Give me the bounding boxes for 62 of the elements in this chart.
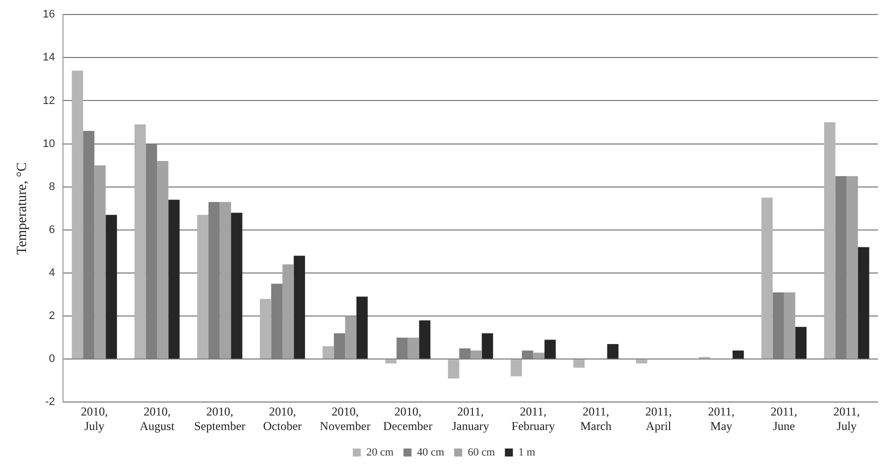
x-tick-label: 2011, January bbox=[452, 404, 490, 433]
bar bbox=[732, 350, 744, 359]
y-tick-label: 6 bbox=[48, 224, 56, 236]
y-tick-label: 4 bbox=[48, 267, 56, 280]
bar bbox=[846, 176, 858, 359]
bar bbox=[636, 360, 648, 364]
legend-label: 40 cm bbox=[417, 446, 445, 458]
bar bbox=[197, 214, 208, 359]
bar bbox=[544, 340, 556, 359]
x-tick-label: 2011, May bbox=[708, 404, 735, 433]
bar bbox=[294, 256, 306, 359]
bar bbox=[510, 360, 522, 376]
bar bbox=[419, 320, 430, 359]
bar bbox=[482, 333, 494, 359]
bar bbox=[106, 214, 117, 359]
legend-label: 1 m bbox=[518, 446, 536, 458]
bar bbox=[385, 360, 397, 364]
bar bbox=[533, 352, 544, 359]
y-axis-title: Temperature, °C bbox=[15, 162, 30, 255]
bar bbox=[220, 202, 232, 359]
bar bbox=[824, 122, 836, 359]
y-tick-label: 2 bbox=[48, 310, 56, 322]
x-tick-label: 2010, September bbox=[194, 404, 246, 433]
bar bbox=[157, 161, 168, 359]
x-tick-label: 2011, March bbox=[580, 404, 612, 433]
bar bbox=[448, 360, 460, 379]
x-tick-label: 2010, October bbox=[263, 404, 302, 433]
bar bbox=[282, 264, 294, 359]
x-tick-label: 2011, February bbox=[512, 404, 555, 433]
bar bbox=[260, 298, 272, 359]
x-tick-label: 2010, August bbox=[140, 404, 176, 433]
bar bbox=[345, 316, 356, 359]
bar bbox=[231, 212, 242, 359]
bar bbox=[408, 338, 420, 359]
bar bbox=[470, 350, 482, 359]
legend-label: 20 cm bbox=[366, 446, 394, 458]
y-tick-label: 14 bbox=[42, 52, 56, 64]
y-tick-label: 8 bbox=[48, 180, 56, 193]
y-tick-label: 12 bbox=[42, 94, 56, 107]
bar bbox=[356, 296, 368, 359]
bar bbox=[168, 200, 180, 359]
bar bbox=[322, 346, 334, 359]
bar bbox=[795, 326, 807, 359]
bar bbox=[784, 292, 796, 359]
x-tick-label: 2010, November bbox=[320, 404, 370, 433]
bar bbox=[761, 198, 773, 359]
x-tick-label: 2010, December bbox=[383, 404, 432, 433]
x-tick-label: 2011, April bbox=[645, 404, 672, 433]
y-tick-label: 16 bbox=[42, 8, 56, 21]
bar bbox=[607, 344, 618, 359]
x-tick-label: 2011, July bbox=[833, 404, 860, 433]
bar bbox=[573, 360, 585, 368]
legend-label: 60 cm bbox=[468, 446, 496, 458]
x-tick-label: 2010, July bbox=[80, 404, 108, 433]
bar bbox=[94, 165, 106, 359]
bar bbox=[858, 247, 870, 359]
bar bbox=[134, 124, 146, 359]
x-tick-label: 2011, June bbox=[770, 404, 798, 433]
y-tick-label: -2 bbox=[45, 396, 56, 408]
bar bbox=[72, 70, 84, 359]
y-tick-label: 10 bbox=[42, 138, 56, 150]
y-tick-label: 0 bbox=[48, 353, 56, 366]
